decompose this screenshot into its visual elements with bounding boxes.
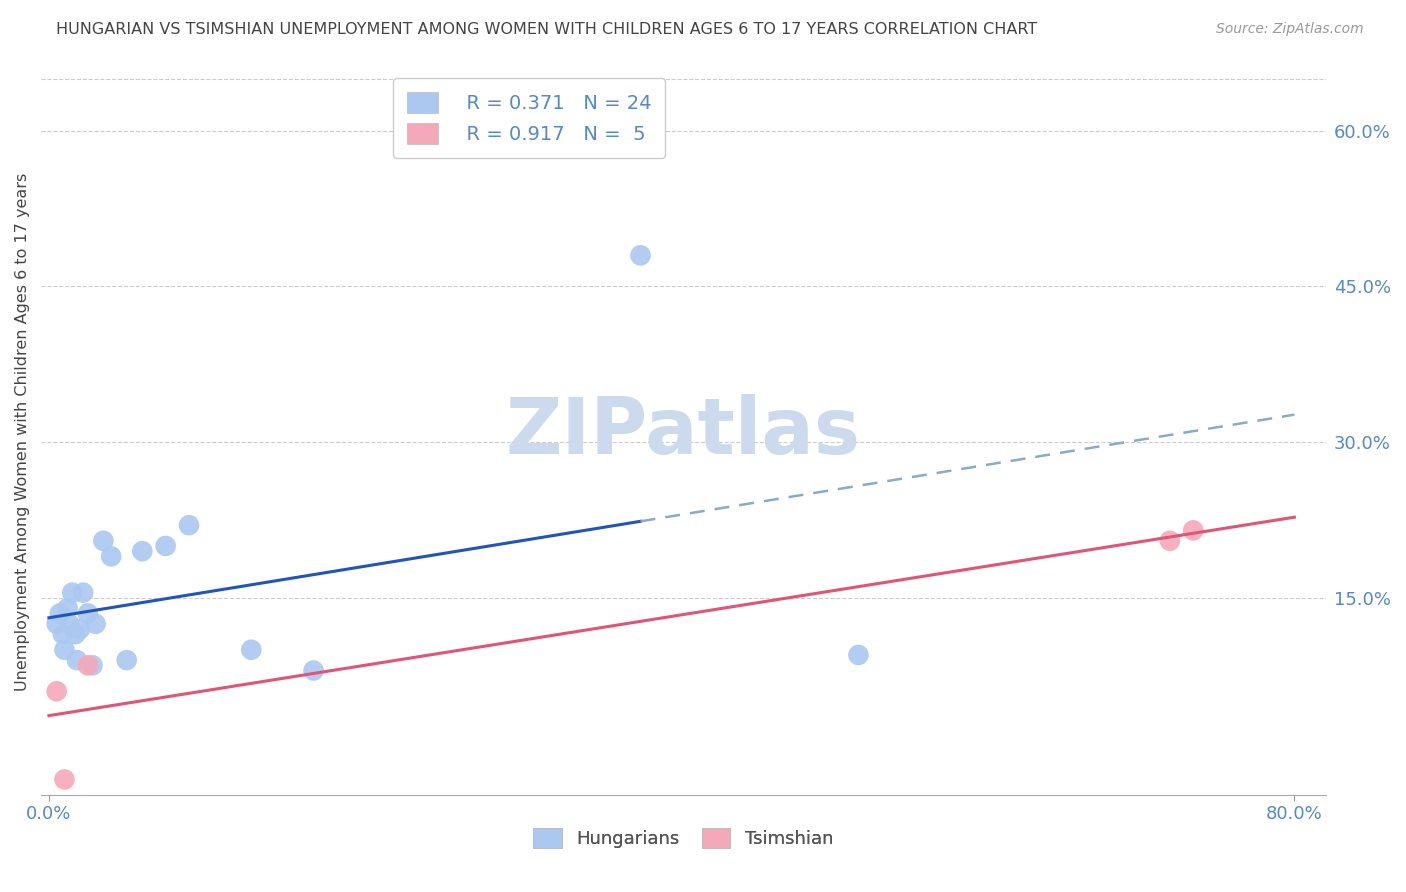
Y-axis label: Unemployment Among Women with Children Ages 6 to 17 years: Unemployment Among Women with Children A…	[15, 173, 30, 691]
Text: ZIPatlas: ZIPatlas	[506, 393, 860, 470]
Point	[53, 772, 76, 787]
Point	[76, 658, 98, 673]
Point	[45, 684, 67, 698]
Point	[155, 539, 177, 553]
Point	[1182, 524, 1205, 538]
Legend: Hungarians, Tsimshian: Hungarians, Tsimshian	[523, 817, 844, 859]
Point	[58, 616, 80, 631]
Point	[76, 607, 98, 621]
Point	[82, 658, 104, 673]
Point	[84, 616, 107, 631]
Point	[240, 642, 263, 657]
Point	[100, 549, 122, 564]
Point	[52, 627, 75, 641]
Point	[848, 648, 870, 662]
Text: HUNGARIAN VS TSIMSHIAN UNEMPLOYMENT AMONG WOMEN WITH CHILDREN AGES 6 TO 17 YEARS: HUNGARIAN VS TSIMSHIAN UNEMPLOYMENT AMON…	[56, 22, 1038, 37]
Point	[65, 627, 87, 641]
Point	[302, 664, 325, 678]
Point	[69, 622, 91, 636]
Text: Source: ZipAtlas.com: Source: ZipAtlas.com	[1216, 22, 1364, 37]
Point	[72, 585, 94, 599]
Point	[56, 601, 79, 615]
Point	[630, 248, 652, 262]
Point	[49, 607, 72, 621]
Point	[115, 653, 138, 667]
Point	[45, 616, 67, 631]
Point	[1159, 533, 1181, 548]
Point	[93, 533, 115, 548]
Point	[53, 642, 76, 657]
Point	[66, 653, 89, 667]
Point	[177, 518, 200, 533]
Point	[131, 544, 153, 558]
Point	[60, 585, 83, 599]
